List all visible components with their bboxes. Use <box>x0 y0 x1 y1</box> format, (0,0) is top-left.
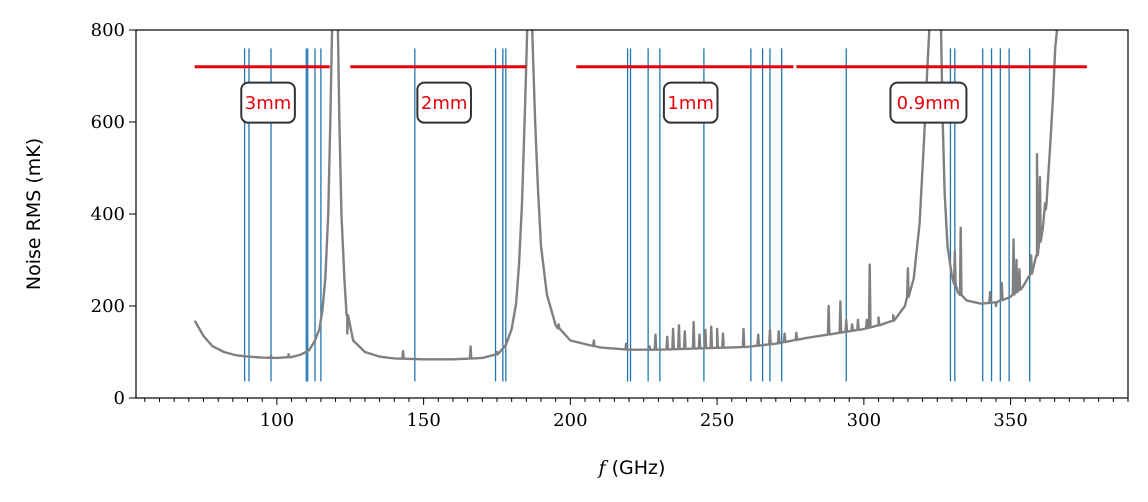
noise-curve-segment-0 <box>193 30 334 360</box>
x-axis-label-unit: (GHz) <box>606 457 666 479</box>
x-tick-label-150: 150 <box>406 410 440 431</box>
y-tick-label-200: 200 <box>91 296 125 317</box>
band-label-box-3mm <box>240 81 296 124</box>
band-label-3mm: 3mm <box>245 93 292 114</box>
band-label-box-1mm <box>662 81 719 124</box>
axes: 100 150 200 250 300 350 0 200 400 600 800 <box>91 20 1129 431</box>
y-tick-label-600: 600 <box>91 112 125 133</box>
plot-frame <box>135 29 1129 399</box>
y-tick-label-800: 800 <box>91 20 125 41</box>
band-label-2mm: 2mm <box>421 93 468 114</box>
band-label-0.9mm: 0.9mm <box>897 93 961 114</box>
y-tick-label-0: 0 <box>114 388 125 409</box>
x-tick-label-200: 200 <box>553 410 587 431</box>
noise-curve-segment-2 <box>531 30 931 351</box>
x-tick-label-350: 350 <box>993 410 1027 431</box>
x-tick-label-250: 250 <box>700 410 734 431</box>
noise-curve-segment-1 <box>336 30 529 361</box>
x-axis-label: f (GHz) <box>597 457 666 479</box>
x-axis-label-symbol: f <box>597 457 609 479</box>
noise-curve-segment-3 <box>939 30 1059 308</box>
y-axis-label: Noise RMS (mK) <box>23 138 45 290</box>
noise-curve <box>193 30 1059 361</box>
band-label-box-2mm <box>416 81 472 124</box>
y-tick-label-400: 400 <box>91 204 125 225</box>
band-label-1mm: 1mm <box>667 93 714 114</box>
x-tick-label-300: 300 <box>847 410 881 431</box>
band-labels: 3mm 2mm 1mm 0.9mm <box>240 81 968 124</box>
x-tick-label-100: 100 <box>260 410 294 431</box>
band-label-box-0.9mm <box>889 81 968 124</box>
atmospheric-line-markers <box>243 48 1031 382</box>
